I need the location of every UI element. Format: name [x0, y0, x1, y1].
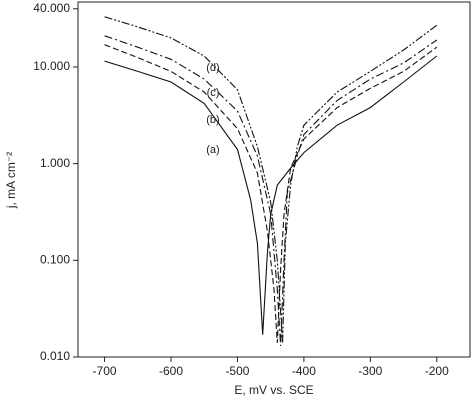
curve — [104, 35, 438, 347]
y-tick-label: 40.000 — [33, 1, 70, 15]
x-tick-label: -200 — [425, 364, 449, 378]
plot-frame — [77, 1, 471, 358]
x-axis-title: E, mV vs. SCE — [234, 383, 313, 397]
curve-label: (a) — [206, 144, 219, 156]
curve — [104, 44, 438, 343]
y-tick-label: 10.000 — [33, 59, 70, 73]
x-tick-label: -500 — [225, 364, 249, 378]
curve — [104, 16, 438, 343]
x-tick-label: -700 — [93, 364, 117, 378]
x-tick-label: -300 — [358, 364, 382, 378]
y-tick-label: 0.100 — [40, 252, 70, 266]
y-tick-label: 0.010 — [40, 349, 70, 363]
curve-label: (b) — [206, 114, 219, 126]
curve-label: (d) — [206, 62, 219, 74]
y-axis-title: j, mA cm⁻² — [4, 152, 18, 209]
curve-label: (c) — [207, 87, 220, 99]
curve — [104, 55, 438, 335]
y-tick-label: 1.000 — [40, 156, 70, 170]
x-tick-label: -600 — [159, 364, 183, 378]
x-tick-label: -400 — [292, 364, 316, 378]
